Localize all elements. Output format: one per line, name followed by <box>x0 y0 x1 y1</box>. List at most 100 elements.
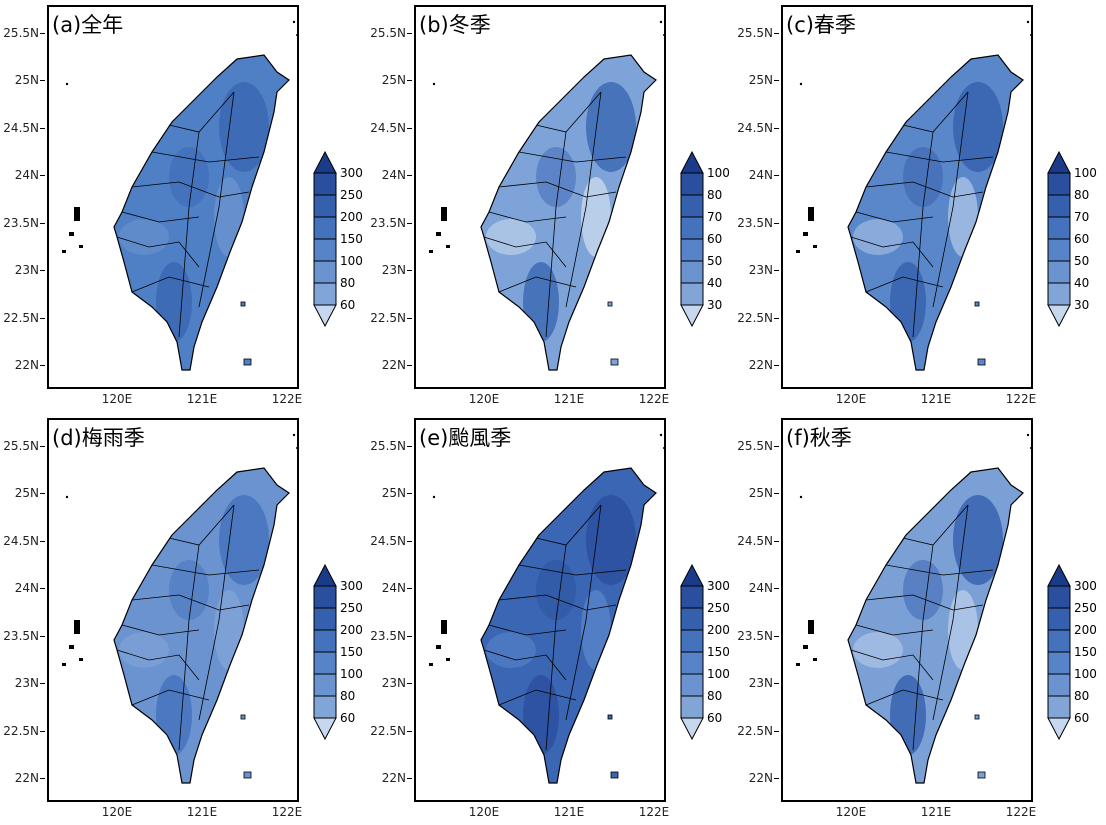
rain-zone <box>890 262 926 342</box>
county-boundaries <box>116 91 260 338</box>
colorbar-segment <box>1047 673 1071 697</box>
colorbar-label: 60 <box>1074 711 1090 725</box>
colorbar-segment <box>680 607 704 631</box>
colorbar-segment <box>1047 172 1071 196</box>
lat-tick-label: 23.5N <box>3 629 45 643</box>
colorbar-label: 50 <box>707 254 723 268</box>
map-panel: (c)春季 25.5N 25N 24.5N 24N 23.5N 23N 22.5N 22N 120… <box>734 0 1101 412</box>
colorbar-label: 100 <box>707 166 730 180</box>
colorbar-label: 200 <box>340 210 363 224</box>
colorbar-max-triangle <box>313 563 337 587</box>
rain-zone <box>586 82 636 172</box>
penghu-islands <box>796 207 817 253</box>
colorbar-label: 80 <box>340 689 356 703</box>
map-frame: (d)梅雨季 <box>47 418 299 802</box>
lat-tick-label: 22N <box>749 358 779 372</box>
lat-tick-label: 22.5N <box>737 724 779 738</box>
lon-tick-label: 121E <box>553 805 585 819</box>
taiwan-map <box>62 20 297 371</box>
lat-tick-label: 22.5N <box>370 311 412 325</box>
lon-tick-label: 122E <box>271 805 303 819</box>
colorbar-segment <box>313 607 337 631</box>
map-frame: (b)冬季 <box>414 5 666 389</box>
colorbar-segment <box>680 695 704 719</box>
colorbar-min-triangle <box>313 304 337 328</box>
lon-tick-label: 121E <box>920 805 952 819</box>
colorbar-segment <box>1047 238 1071 262</box>
colorbar-segment <box>1047 194 1071 218</box>
lat-tick-label: 25.5N <box>737 26 779 40</box>
lat-tick-label: 25N <box>382 486 412 500</box>
colorbar-label: 50 <box>1074 254 1090 268</box>
rain-zone <box>486 632 536 668</box>
colorbar <box>680 563 704 741</box>
colorbar-label: 100 <box>1074 166 1097 180</box>
lat-tick-label: 22N <box>15 358 45 372</box>
lat-tick-label: 23.5N <box>370 216 412 230</box>
lat-tick-label: 25.5N <box>3 26 45 40</box>
lat-tick-label: 23.5N <box>370 629 412 643</box>
lat-tick-label: 23N <box>15 676 45 690</box>
colorbar-segment <box>313 238 337 262</box>
colorbar-label: 80 <box>340 276 356 290</box>
colorbar-min-triangle <box>680 304 704 328</box>
orchid-island <box>243 771 252 779</box>
rain-zone <box>119 632 169 668</box>
lat-tick-label: 25N <box>15 486 45 500</box>
lat-tick-label: 22N <box>382 358 412 372</box>
lat-tick-label: 24N <box>15 168 45 182</box>
rain-zone <box>536 560 576 620</box>
colorbar-segment <box>313 673 337 697</box>
lon-tick-label: 122E <box>271 392 303 406</box>
lat-tick-label: 22.5N <box>370 724 412 738</box>
colorbar-label: 250 <box>707 601 730 615</box>
county-boundaries <box>850 91 994 338</box>
lat-tick-label: 24.5N <box>3 534 45 548</box>
colorbar-segment <box>680 282 704 306</box>
panel-title: (e)颱風季 <box>419 426 512 450</box>
lat-tick-label: 24N <box>382 168 412 182</box>
colorbar-label: 60 <box>1074 232 1090 246</box>
rain-zone <box>523 262 559 342</box>
colorbar-label: 100 <box>707 667 730 681</box>
lat-tick-label: 24.5N <box>3 121 45 135</box>
lat-tick-label: 22N <box>15 771 45 785</box>
colorbar-segment <box>1047 260 1071 284</box>
colorbar-label: 200 <box>707 623 730 637</box>
green-island <box>240 714 246 720</box>
colorbar-label: 100 <box>1074 667 1097 681</box>
county-boundaries <box>483 504 627 751</box>
colorbar-label: 60 <box>707 232 723 246</box>
penghu-islands <box>62 620 83 666</box>
lat-tick-label: 25.5N <box>370 439 412 453</box>
lat-tick-label: 23N <box>382 263 412 277</box>
colorbar-segment <box>680 585 704 609</box>
colorbar-segment <box>1047 585 1071 609</box>
penghu-islands <box>429 207 450 253</box>
rain-zone <box>523 675 559 755</box>
lat-tick-label: 23.5N <box>737 629 779 643</box>
map-frame: (a)全年 <box>47 5 299 389</box>
penghu-islands <box>62 207 83 253</box>
lon-tick-label: 120E <box>835 392 867 406</box>
orchid-island <box>610 358 619 366</box>
colorbar-label: 60 <box>340 298 356 312</box>
map-frame: (f)秋季 <box>781 418 1033 802</box>
lat-tick-label: 22.5N <box>3 311 45 325</box>
colorbar-max-triangle <box>313 150 337 174</box>
colorbar <box>680 150 704 328</box>
colorbar-min-triangle <box>313 717 337 741</box>
colorbar-segment <box>1047 651 1071 675</box>
colorbar <box>1047 563 1071 741</box>
green-island <box>974 714 980 720</box>
rain-zone <box>169 560 209 620</box>
colorbar-segment <box>1047 607 1071 631</box>
colorbar <box>1047 150 1071 328</box>
colorbar-label: 250 <box>1074 601 1097 615</box>
colorbar-label: 70 <box>707 210 723 224</box>
rain-zone <box>156 262 192 342</box>
map-panel: (a)全年 25.5N 25N 24.5N 24N 23.5N 23N 22.5N 22N 120… <box>0 0 367 412</box>
colorbar-segment <box>680 260 704 284</box>
lat-tick-label: 25.5N <box>737 439 779 453</box>
colorbar-label: 250 <box>340 601 363 615</box>
